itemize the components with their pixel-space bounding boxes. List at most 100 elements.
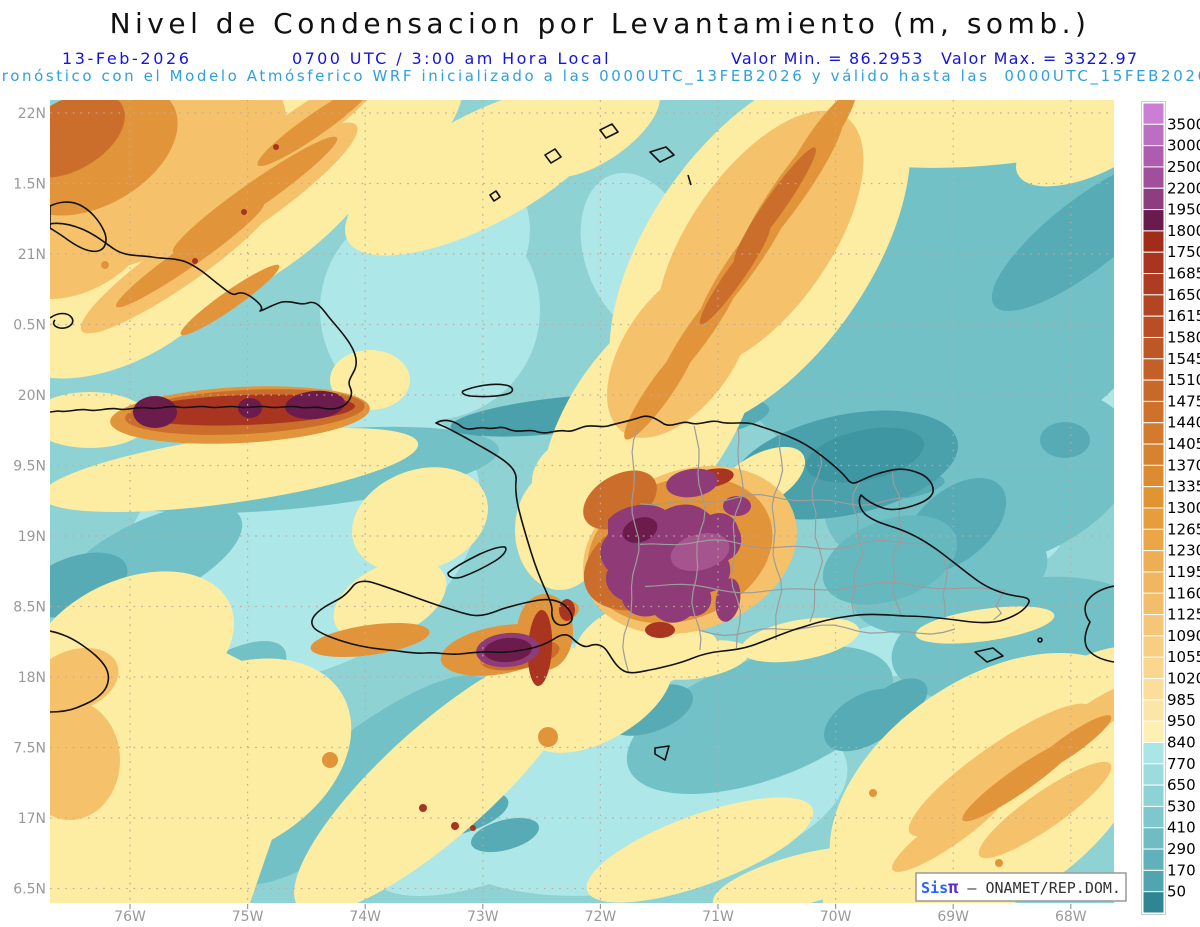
colorbar-label: 1580 [1167, 328, 1200, 346]
x-axis-label: 73W [467, 909, 499, 925]
colorbar-segment [1142, 443, 1165, 466]
colorbar-label: 1230 [1167, 542, 1200, 560]
colorbar-segment [1142, 464, 1165, 488]
colorbar-segment [1142, 720, 1165, 743]
colorbar-label: 1510 [1167, 371, 1200, 389]
y-axis-label: 1.5N [13, 177, 46, 193]
colorbar-label: 290 [1167, 840, 1196, 858]
coastline-cay-diamond [489, 190, 501, 202]
coastline-turks-4 [687, 174, 692, 186]
colorbar-segment [1142, 848, 1165, 871]
x-axis-label: 70W [820, 909, 852, 925]
colorbar-segment [1142, 400, 1165, 424]
colorbar-label: 950 [1167, 712, 1196, 730]
y-axis-label: 7.5N [13, 741, 46, 757]
x-axis-label: 68W [1055, 909, 1087, 925]
province-boundary [993, 592, 1005, 621]
coastline-turks-3 [649, 146, 675, 163]
colorbar-segment [1142, 422, 1165, 445]
colorbar-segment [1142, 187, 1165, 211]
y-axis-label: 20N [18, 388, 46, 404]
coastline-inagua [50, 201, 107, 253]
colorbar-segment [1142, 741, 1165, 765]
colorbar-segment [1142, 273, 1165, 296]
province-boundary [699, 624, 956, 637]
coastline-turks-1 [544, 148, 562, 164]
province-boundary [809, 451, 824, 623]
colorbar-label: 1750 [1167, 243, 1200, 261]
coastline-saona [974, 647, 1004, 663]
x-axis-label: 76W [114, 909, 146, 925]
colorbar-label: 1125 [1167, 606, 1200, 624]
province-boundary [639, 539, 926, 550]
colorbar-label: 1090 [1167, 627, 1200, 645]
colorbar-segment [1142, 592, 1165, 616]
colorbar-label: 1020 [1167, 670, 1200, 688]
province-boundary [850, 481, 864, 615]
province-boundary [891, 471, 904, 617]
attribution-onamet: – ONAMET/REP.DOM. [958, 879, 1121, 897]
attribution-sis: Sis [921, 879, 948, 897]
colorbar-label: 1335 [1167, 478, 1200, 496]
y-axis-label: 6.5N [13, 882, 46, 898]
colorbar-label: 3500 [1167, 115, 1200, 133]
colorbar-segment [1142, 614, 1165, 637]
province-boundary [691, 425, 706, 651]
y-axis-label: 21N [18, 247, 46, 263]
colorbar-segment [1142, 486, 1165, 509]
x-axis: 76W 75W 74W 73W 72W 71W 70W 69W 68W [114, 904, 1087, 925]
colorbar-segment [1142, 102, 1165, 125]
y-axis-label: 17N [18, 811, 46, 827]
colorbar-segment [1142, 507, 1165, 530]
colorbar-label: 1650 [1167, 286, 1200, 304]
colorbar-label: 1685 [1167, 265, 1200, 283]
grid-lines [50, 100, 1114, 903]
colorbar-segment [1142, 315, 1165, 338]
colorbar-label: 1370 [1167, 456, 1200, 474]
province-boundary [644, 581, 1006, 594]
colorbar-label: 50 [1167, 883, 1186, 901]
coastline-hispaniola [311, 415, 1030, 674]
min-value-label: Valor Min. = 86.2953 [731, 49, 924, 68]
x-axis-label: 69W [937, 909, 969, 925]
y-axis-label: 18N [18, 670, 46, 686]
colorbar-segment [1142, 763, 1165, 786]
coastline-gonave [447, 546, 507, 579]
colorbar-segment [1142, 699, 1165, 722]
colorbar-frame [1141, 101, 1166, 915]
colorbar-label: 1055 [1167, 648, 1200, 666]
colorbar-label: 1800 [1167, 222, 1200, 240]
colorbar-segment [1142, 784, 1165, 807]
x-axis-label: 71W [702, 909, 734, 925]
colorbar-segment [1142, 209, 1165, 232]
time-label: 0700 UTC / 3:00 am Hora Local [292, 49, 611, 68]
y-axis-label: 19N [18, 529, 46, 545]
coastline-tortuga [461, 383, 514, 398]
colorbar-segment [1142, 251, 1165, 275]
colorbar-segment [1142, 805, 1165, 829]
colorbar-label: 1265 [1167, 520, 1200, 538]
x-axis-label: 75W [232, 909, 264, 925]
province-boundaries [622, 425, 1006, 673]
coastline-puerto-rico [1084, 585, 1114, 663]
attribution-box: Sisπ – ONAMET/REP.DOM. [915, 872, 1127, 902]
colorbar-label: 1615 [1167, 307, 1200, 325]
colorbar-segment [1142, 358, 1165, 381]
colorbar-segment [1142, 123, 1165, 147]
page-title: Nivel de Condensacion por Levantamiento … [110, 7, 1091, 40]
colorbar-segment [1142, 550, 1165, 573]
colorbar-segment [1142, 230, 1165, 253]
purple-patches [133, 390, 751, 668]
attribution-text: Sisπ – ONAMET/REP.DOM. [921, 878, 1121, 898]
y-axis-label: 0.5N [13, 318, 46, 334]
colorbar-segment [1142, 678, 1165, 701]
colorbar-label: 1950 [1167, 201, 1200, 219]
province-boundary [639, 493, 906, 506]
y-axis-label: 22N [18, 106, 46, 122]
colorbar-label: 530 [1167, 797, 1196, 815]
y-axis-label: 9.5N [13, 459, 46, 475]
colorbar-label: 2500 [1167, 158, 1200, 176]
coastline-beata [654, 745, 670, 761]
